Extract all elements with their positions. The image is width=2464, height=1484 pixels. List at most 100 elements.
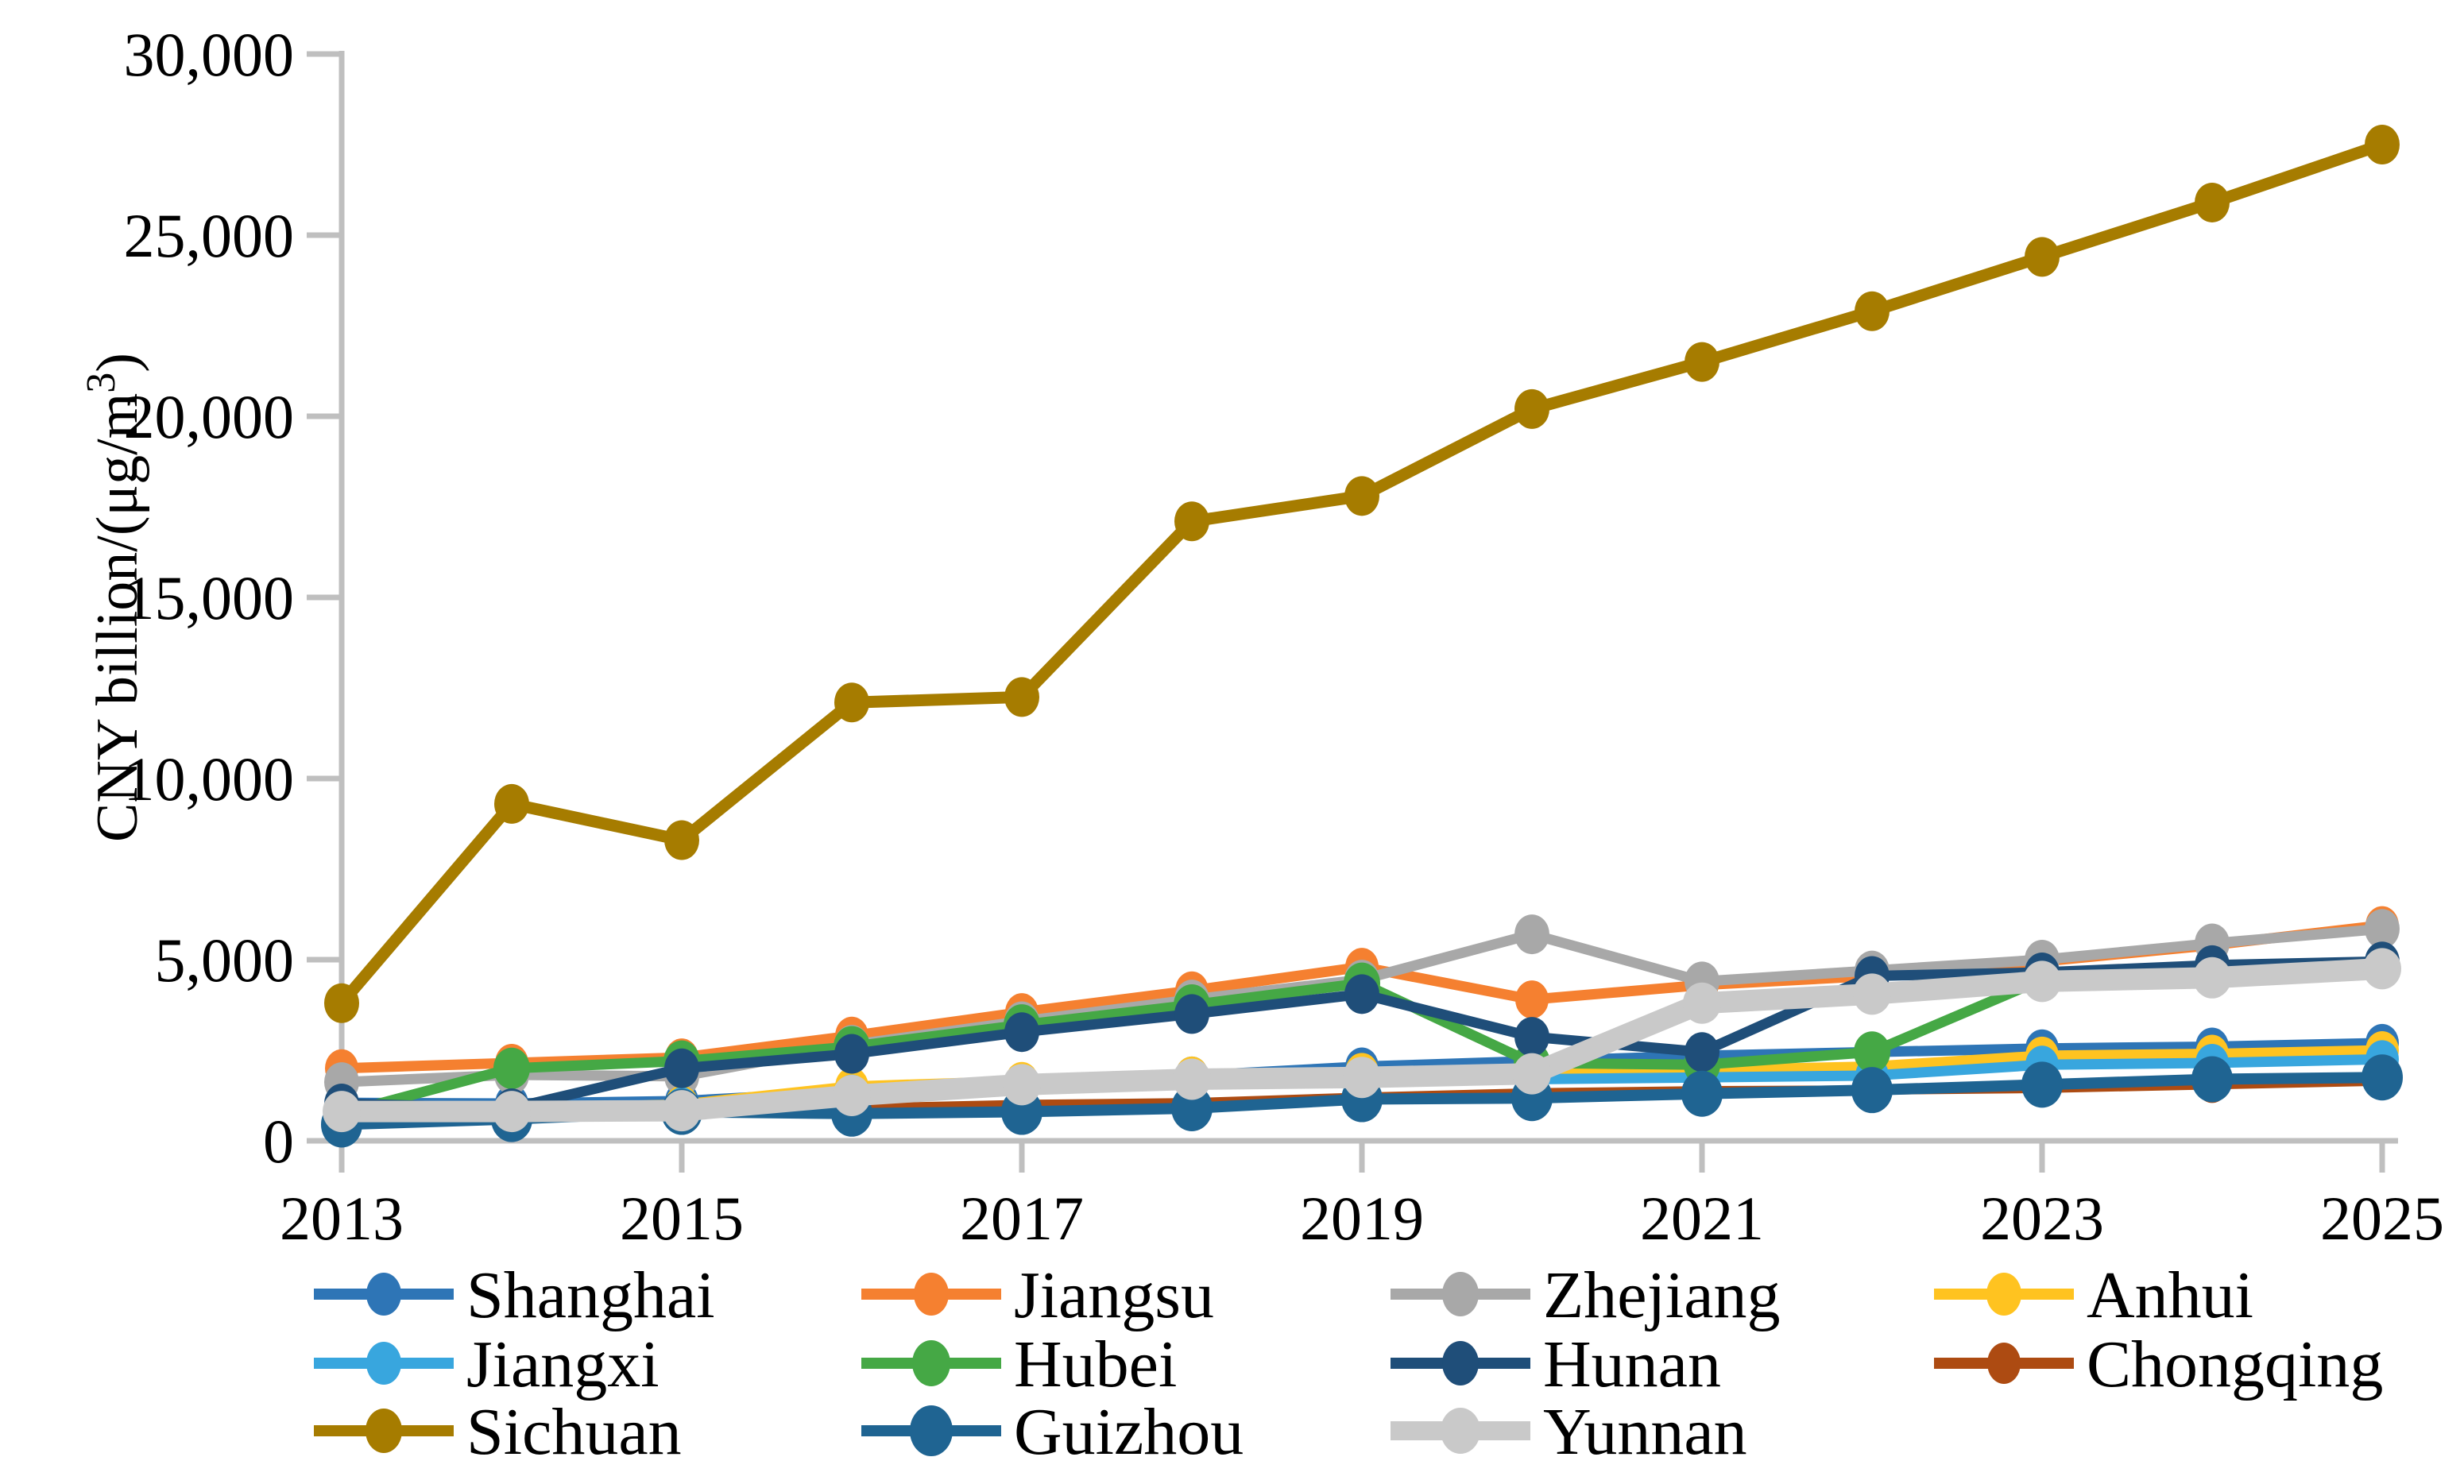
data-point	[493, 1091, 531, 1133]
legend-item-chongqing: Chongqing	[1934, 1327, 2383, 1401]
legend-item-hunan: Hunan	[1391, 1327, 1721, 1401]
data-point	[664, 1048, 699, 1088]
data-point	[2191, 1056, 2233, 1103]
legend-label: Chongqing	[2087, 1327, 2383, 1401]
legend: Shanghai Jiangsu Zhejiang Anhui Jiangxi Hubei…	[314, 1258, 2383, 1469]
legend-item-jiangsu: Jiangsu	[861, 1258, 1214, 1332]
legend-marker	[366, 1409, 402, 1453]
legend-marker	[1442, 1272, 1479, 1316]
legend-marker	[1442, 1341, 1479, 1385]
legend-marker	[1441, 1408, 1480, 1454]
legend-label: Jiangxi	[466, 1327, 660, 1401]
legend-item-hubei: Hubei	[861, 1327, 1177, 1401]
legend-label: Shanghai	[466, 1258, 715, 1332]
data-point	[323, 1091, 361, 1133]
legend-label: Yunnan	[1543, 1395, 1747, 1469]
x-tick-label: 2025	[2320, 1184, 2444, 1253]
data-point	[1514, 388, 1549, 429]
data-point	[1514, 914, 1549, 955]
y-tick-label: 30,000	[124, 20, 295, 89]
legend-label: Guizhou	[1014, 1395, 1244, 1469]
y-axis-title: CNY billion/(μg/m3)	[79, 353, 150, 842]
data-point	[493, 1047, 530, 1089]
y-axis-title-text: )	[85, 353, 150, 373]
legend-label: Jiangsu	[1014, 1258, 1214, 1332]
legend-label: Sichuan	[466, 1395, 682, 1469]
y-tick-label: 25,000	[124, 201, 295, 270]
legend-marker	[366, 1342, 401, 1385]
data-point	[2021, 1061, 2063, 1108]
legend-item-jiangxi: Jiangxi	[314, 1327, 660, 1401]
legend-item-sichuan: Sichuan	[314, 1395, 682, 1469]
data-point	[1681, 1070, 1723, 1117]
legend-item-yunnan: Yunnan	[1391, 1395, 1747, 1469]
data-point	[1173, 1058, 1211, 1100]
data-point	[1853, 973, 1891, 1015]
legend-marker	[914, 1273, 949, 1316]
legend-item-anhui: Anhui	[1934, 1258, 2253, 1332]
data-point	[1003, 1064, 1041, 1106]
y-tick-label: 10,000	[124, 744, 295, 813]
data-point	[1343, 1057, 1381, 1099]
legend-item-shanghai: Shanghai	[314, 1258, 715, 1332]
series-sichuan	[324, 125, 2400, 1023]
data-point	[1004, 677, 1039, 717]
y-tick-label: 0	[263, 1107, 294, 1176]
data-point	[1854, 1031, 1890, 1073]
data-point	[834, 682, 869, 723]
legend-label: Hunan	[1543, 1327, 1721, 1401]
series-yunnan	[323, 948, 2401, 1133]
legend-label: Hubei	[1014, 1327, 1177, 1401]
legend-marker	[366, 1273, 401, 1316]
y-tick-label: 15,000	[124, 563, 295, 632]
legend-marker	[910, 1405, 953, 1456]
legend-marker	[1986, 1273, 2021, 1316]
data-point	[1174, 994, 1209, 1034]
data-point	[2361, 1054, 2403, 1101]
data-point	[2363, 948, 2401, 990]
data-point	[1513, 1053, 1551, 1095]
data-point	[2195, 182, 2230, 222]
y-axis-title-text: CNY billion/(μg/m	[85, 393, 150, 842]
data-point	[1851, 1067, 1893, 1114]
legend-label: Anhui	[2087, 1258, 2253, 1332]
data-point	[494, 783, 529, 824]
legend-item-guizhou: Guizhou	[861, 1395, 1244, 1469]
x-tick-label: 2019	[1300, 1184, 1424, 1253]
x-tick-label: 2015	[620, 1184, 744, 1253]
y-axis-title-superscript: 3	[79, 373, 124, 393]
data-point	[1683, 982, 1721, 1024]
data-point	[1344, 974, 1379, 1014]
data-point	[1515, 980, 1549, 1019]
x-tick-label: 2021	[1640, 1184, 1764, 1253]
data-point	[2023, 960, 2061, 1003]
data-point	[1344, 476, 1379, 516]
data-point	[1685, 342, 1719, 382]
legend-marker	[1987, 1343, 2021, 1384]
data-point	[1171, 1084, 1213, 1131]
y-tick-label: 20,000	[124, 382, 295, 451]
x-tick-label: 2013	[280, 1184, 404, 1253]
data-point	[2365, 125, 2400, 164]
x-tick-label: 2017	[960, 1184, 1084, 1253]
series-line-sichuan	[335, 138, 2389, 1010]
data-point	[1685, 1032, 1719, 1072]
data-point	[664, 820, 699, 860]
data-point	[1174, 501, 1209, 542]
data-point	[833, 1075, 871, 1116]
axes: 0 5,000 10,000 15,000 20,000 25,000 30,000 2013…	[79, 20, 2444, 1253]
legend-item-zhejiang: Zhejiang	[1391, 1258, 1781, 1332]
data-point	[834, 1034, 869, 1074]
data-point	[2193, 956, 2231, 999]
data-point	[1514, 1017, 1549, 1057]
data-point	[324, 983, 359, 1023]
data-point	[1004, 1012, 1039, 1053]
data-point	[1855, 291, 1890, 331]
y-tick-label: 5,000	[155, 926, 295, 995]
legend-marker	[912, 1340, 950, 1386]
data-point	[2025, 237, 2060, 277]
legend-label: Zhejiang	[1543, 1258, 1781, 1332]
data-point	[663, 1090, 701, 1132]
